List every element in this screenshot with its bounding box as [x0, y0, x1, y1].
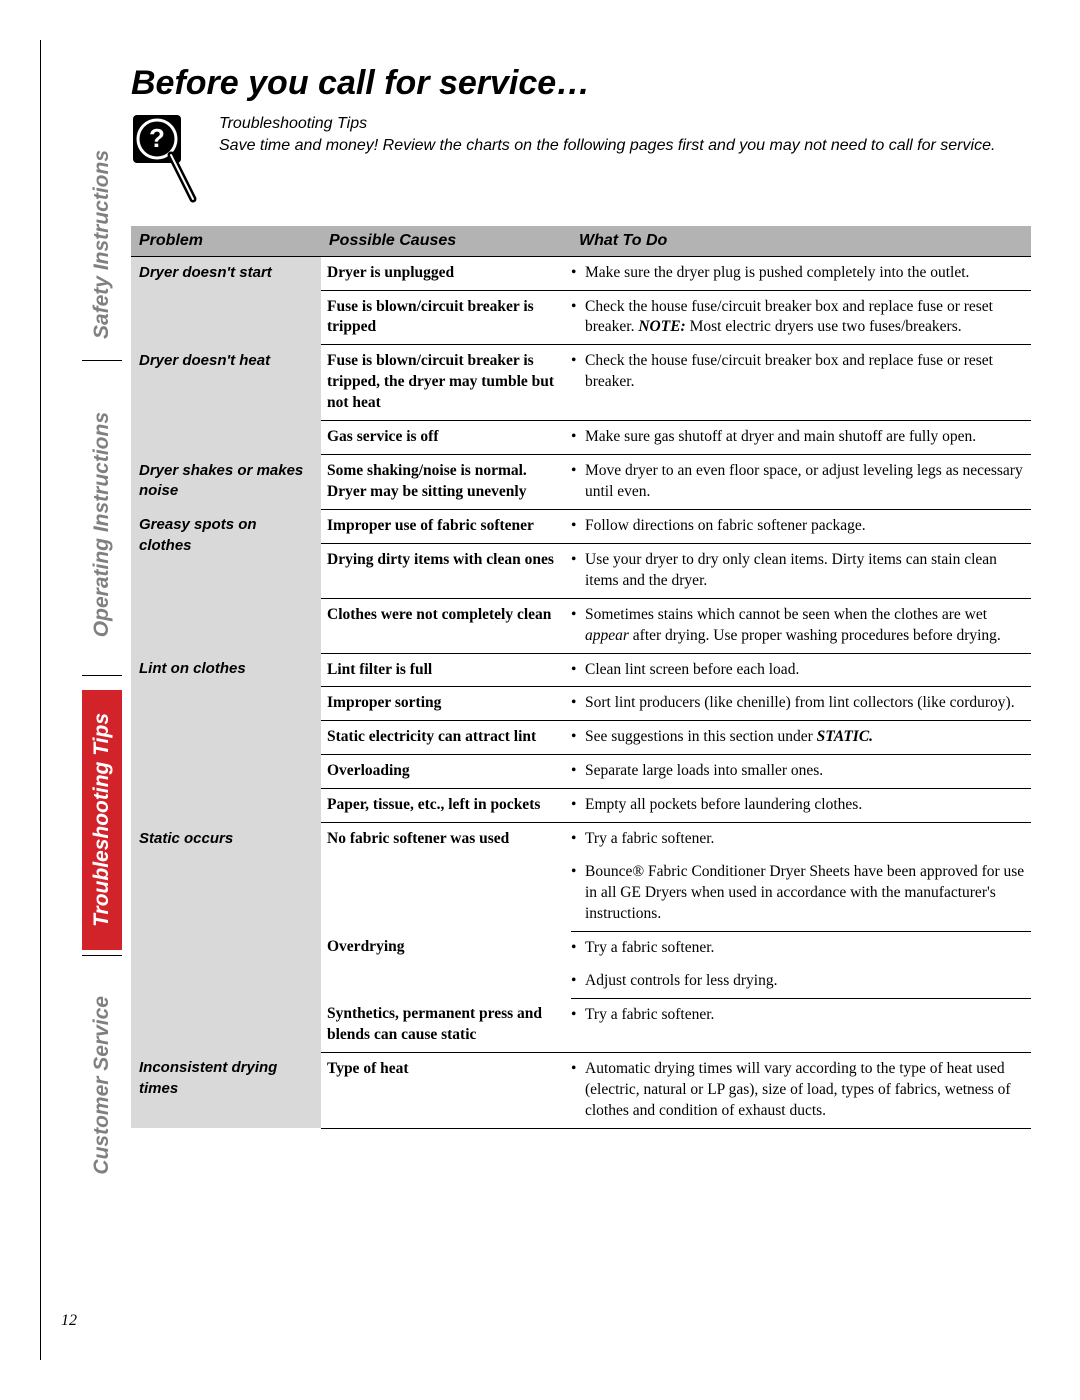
- intro-text: Troubleshooting Tips Save time and money…: [219, 113, 995, 156]
- problem-cell: Dryer doesn't heat: [131, 345, 321, 455]
- todo-cell: •Try a fabric softener.: [571, 998, 1031, 1052]
- page-frame: Safety Instructions Operating Instruction…: [40, 40, 1040, 1360]
- todo-cell: •Sometimes stains which cannot be seen w…: [571, 598, 1031, 653]
- table-header: What To Do: [571, 226, 1031, 256]
- problem-cell: Greasy spots on clothes: [131, 509, 321, 653]
- todo-cell: •Sort lint producers (like chenille) fro…: [571, 687, 1031, 721]
- cause-cell: Static electricity can attract lint: [321, 721, 571, 755]
- todo-cell: •Use your dryer to dry only clean items.…: [571, 543, 1031, 598]
- todo-cell: •Move dryer to an even floor space, or a…: [571, 455, 1031, 510]
- todo-cell: •Follow directions on fabric softener pa…: [571, 509, 1031, 543]
- magnifier-question-icon: ?: [131, 113, 201, 208]
- todo-cell: •See suggestions in this section under S…: [571, 721, 1031, 755]
- cause-cell: No fabric softener was used: [321, 823, 571, 932]
- cause-cell: Fuse is blown/circuit breaker is tripped…: [321, 345, 571, 421]
- todo-cell: •Make sure gas shutoff at dryer and main…: [571, 421, 1031, 455]
- cause-cell: Lint filter is full: [321, 653, 571, 687]
- todo-cell: •Check the house fuse/circuit breaker bo…: [571, 345, 1031, 421]
- todo-cell: •Try a fabric softener.: [571, 931, 1031, 964]
- cause-cell: Dryer is unplugged: [321, 256, 571, 290]
- troubleshooting-table: ProblemPossible CausesWhat To Do Dryer do…: [131, 226, 1031, 1129]
- todo-cell: •Separate large loads into smaller ones.: [571, 755, 1031, 789]
- problem-cell: Dryer shakes or makes noise: [131, 455, 321, 510]
- page-number: 12: [61, 1312, 77, 1330]
- todo-cell: •Check the house fuse/circuit breaker bo…: [571, 290, 1031, 345]
- page-title: Before you call for service…: [131, 64, 1031, 103]
- side-tab-label: Safety Instructions: [90, 150, 114, 339]
- table-header: Possible Causes: [321, 226, 571, 256]
- cause-cell: Fuse is blown/circuit breaker is tripped: [321, 290, 571, 345]
- cause-cell: Improper sorting: [321, 687, 571, 721]
- table-header: Problem: [131, 226, 321, 256]
- side-tab: Troubleshooting Tips: [82, 690, 122, 950]
- intro-block: ? Troubleshooting Tips Save time and mon…: [131, 113, 1031, 208]
- todo-cell: •Automatic drying times will vary accord…: [571, 1052, 1031, 1128]
- cause-cell: Overloading: [321, 755, 571, 789]
- svg-text:?: ?: [149, 123, 165, 153]
- todo-cell: •Bounce® Fabric Conditioner Dryer Sheets…: [571, 856, 1031, 931]
- side-tab-label: Troubleshooting Tips: [90, 713, 114, 927]
- side-tab: Customer Service: [82, 970, 122, 1200]
- todo-cell: •Empty all pockets before laundering clo…: [571, 789, 1031, 823]
- intro-heading: Troubleshooting Tips: [219, 113, 995, 135]
- side-tabs: Safety Instructions Operating Instruction…: [82, 80, 122, 1400]
- side-tab-label: Operating Instructions: [90, 412, 114, 637]
- cause-cell: Some shaking/noise is normal. Dryer may …: [321, 455, 571, 510]
- todo-cell: •Clean lint screen before each load.: [571, 653, 1031, 687]
- cause-cell: Type of heat: [321, 1052, 571, 1128]
- cause-cell: Gas service is off: [321, 421, 571, 455]
- todo-cell: •Make sure the dryer plug is pushed comp…: [571, 256, 1031, 290]
- problem-cell: Dryer doesn't start: [131, 256, 321, 345]
- problem-cell: Inconsistent drying times: [131, 1052, 321, 1128]
- cause-cell: Clothes were not completely clean: [321, 598, 571, 653]
- side-tab-label: Customer Service: [90, 996, 114, 1175]
- cause-cell: Improper use of fabric softener: [321, 509, 571, 543]
- cause-cell: Drying dirty items with clean ones: [321, 543, 571, 598]
- cause-cell: Overdrying: [321, 931, 571, 998]
- side-tab: Safety Instructions: [82, 130, 122, 360]
- side-tab: Operating Instructions: [82, 380, 122, 670]
- todo-cell: •Try a fabric softener.: [571, 823, 1031, 856]
- content-area: Before you call for service… ? Troublesh…: [131, 40, 1031, 1129]
- todo-cell: •Adjust controls for less drying.: [571, 965, 1031, 998]
- intro-body: Save time and money! Review the charts o…: [219, 135, 995, 157]
- problem-cell: Static occurs: [131, 823, 321, 1053]
- problem-cell: Lint on clothes: [131, 653, 321, 823]
- cause-cell: Synthetics, permanent press and blends c…: [321, 998, 571, 1052]
- cause-cell: Paper, tissue, etc., left in pockets: [321, 789, 571, 823]
